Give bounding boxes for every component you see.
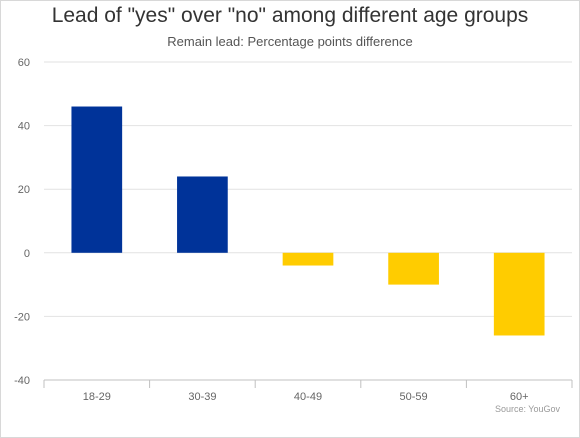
x-tick-label: 18-29: [83, 391, 111, 403]
source-credit: Source: YouGov: [494, 404, 560, 414]
bar-40-49: [282, 252, 334, 266]
grid-lines: [44, 61, 572, 381]
y-tick-label: 0: [24, 248, 30, 260]
bar-18-29: [71, 106, 123, 253]
y-tick-label: -40: [14, 375, 30, 387]
x-tick-label: 50-59: [400, 391, 428, 403]
bar-60+: [493, 252, 545, 336]
y-tick-label: 60: [18, 57, 30, 69]
chart-title: Lead of "yes" over "no" among different …: [51, 4, 529, 27]
bars: [71, 106, 545, 336]
y-tick-label: -20: [14, 311, 30, 323]
bar-50-59: [388, 252, 439, 285]
x-tick-label: 40-49: [294, 391, 322, 403]
x-tick-label: 60+: [510, 391, 529, 403]
x-tick-label: 30-39: [188, 391, 216, 403]
y-tick-label: 20: [18, 184, 30, 196]
axes: 60 40 20 0 -20 -40 18-29 30-39 40-49 50-59 60+: [14, 57, 573, 403]
bar-30-39: [177, 176, 228, 253]
y-tick-label: 40: [18, 121, 30, 133]
chart-subtitle: Remain lead: Percentage points differenc…: [167, 34, 413, 49]
